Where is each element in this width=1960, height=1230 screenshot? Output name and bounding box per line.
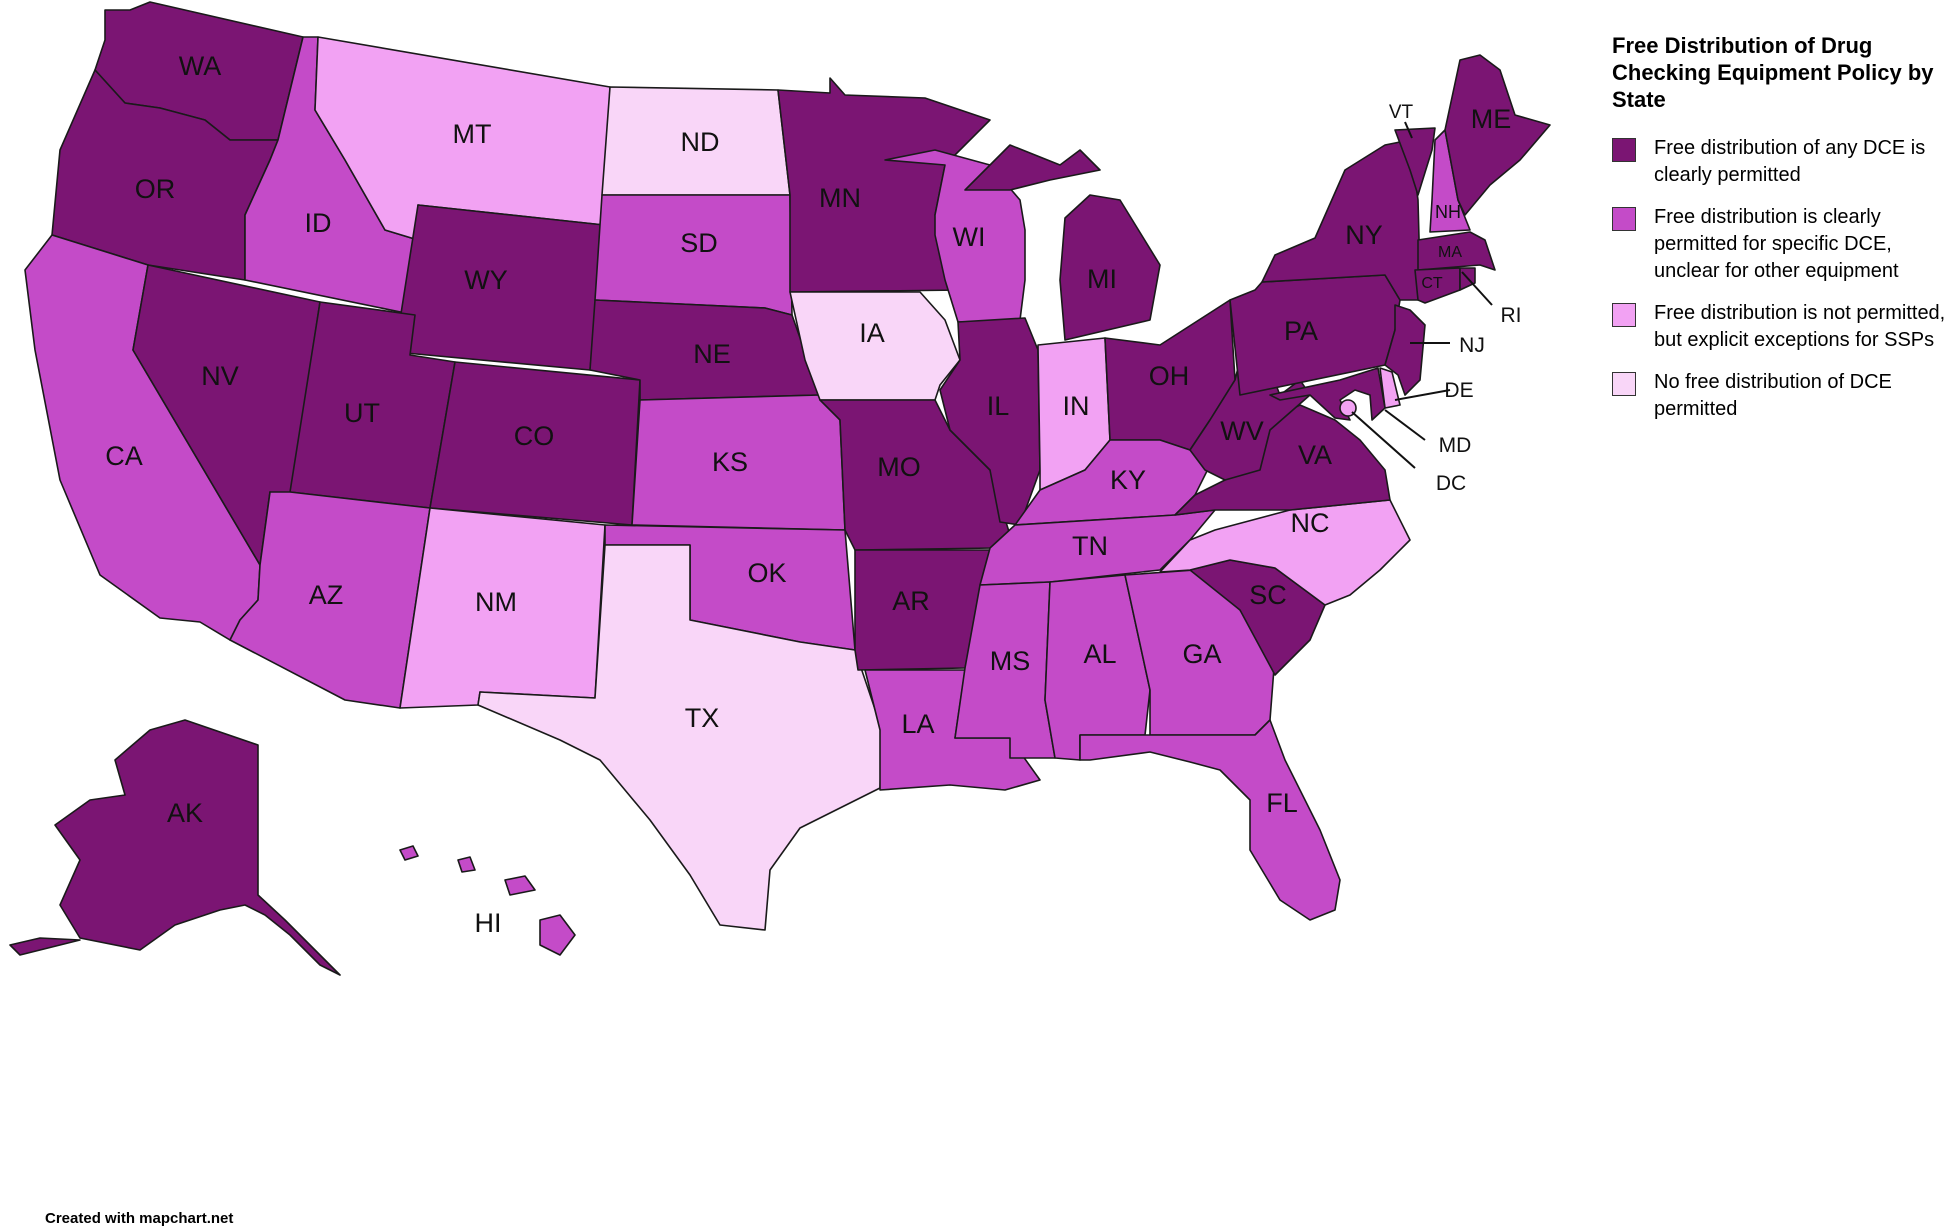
- state-label-vt: VT: [1389, 102, 1414, 123]
- legend-label-any: Free distribution of any DCE is clearly …: [1654, 137, 1926, 186]
- legend-swatch-any: [1612, 138, 1636, 162]
- state-mi[interactable]: [964, 144, 1161, 341]
- legend-title: Free Distribution of Drug Checking Equip…: [1612, 33, 1934, 112]
- legend-label-ssp: Free distribution is not permitted, but …: [1654, 302, 1946, 351]
- legend-label-none: No free distribution of DCE permitted: [1654, 371, 1892, 420]
- label-leader-lines: [1351, 121, 1493, 469]
- state-label-hi: HI: [475, 908, 502, 938]
- legend-swatch-none: [1612, 372, 1636, 396]
- state-nj[interactable]: [1384, 304, 1426, 396]
- state-me[interactable]: [1444, 54, 1551, 216]
- state-ma[interactable]: [1417, 231, 1496, 271]
- state-md[interactable]: [1269, 367, 1386, 421]
- state-ia[interactable]: [789, 291, 961, 401]
- state-label-dc: DC: [1436, 472, 1466, 495]
- state-label-nj: NJ: [1459, 334, 1485, 357]
- state-wy[interactable]: [394, 204, 605, 371]
- state-ks[interactable]: [631, 394, 846, 531]
- state-sd[interactable]: [594, 194, 793, 316]
- state-co[interactable]: [429, 361, 641, 526]
- state-label-md: MD: [1439, 434, 1472, 457]
- legend-swatch-ssp: [1612, 303, 1636, 327]
- state-label-ri: RI: [1501, 304, 1522, 327]
- state-fl[interactable]: [1079, 719, 1341, 921]
- legend-item-ssp: Free distribution is not permitted, but …: [1612, 300, 1957, 354]
- state-nd[interactable]: [601, 86, 791, 196]
- state-hi[interactable]: [399, 845, 576, 956]
- legend-item-none: No free distribution of DCE permitted: [1612, 369, 1957, 423]
- state-ct[interactable]: [1414, 267, 1461, 304]
- legend: Free Distribution of Drug Checking Equip…: [1612, 32, 1957, 438]
- state-nc[interactable]: [1159, 499, 1411, 606]
- legend-swatch-specific: [1612, 207, 1636, 231]
- legend-label-specific: Free distribution is clearly permitted f…: [1654, 206, 1899, 282]
- legend-item-any: Free distribution of any DCE is clearly …: [1612, 135, 1957, 189]
- state-vt[interactable]: [1394, 127, 1436, 196]
- state-tx[interactable]: [477, 544, 883, 931]
- state-ak[interactable]: [9, 719, 341, 976]
- credit-text: Created with mapchart.net: [45, 1210, 234, 1227]
- legend-item-specific: Free distribution is clearly permitted f…: [1612, 204, 1957, 285]
- state-shapes: [9, 1, 1551, 976]
- state-ny[interactable]: [1261, 139, 1421, 301]
- state-nm[interactable]: [399, 507, 606, 709]
- state-il[interactable]: [939, 317, 1041, 526]
